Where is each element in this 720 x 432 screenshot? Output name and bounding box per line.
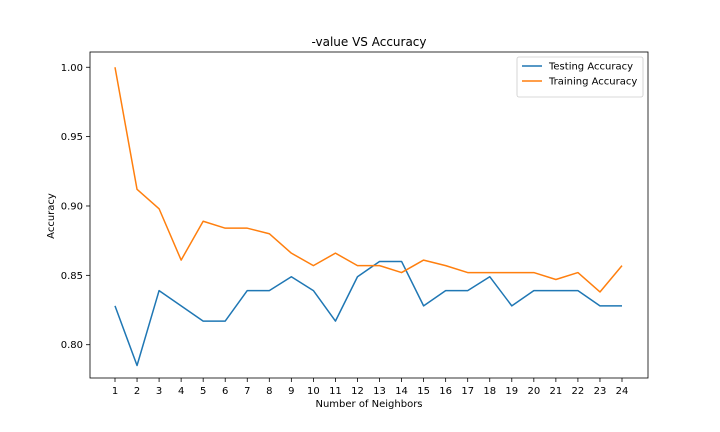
x-tick-label: 6 (222, 386, 228, 397)
x-tick-label: 8 (266, 386, 272, 397)
x-tick-label: 15 (417, 386, 430, 397)
training-accuracy-line (114, 67, 623, 293)
x-tick-label: 2 (134, 386, 140, 397)
y-tick-label: 0.80 (61, 340, 83, 351)
x-tick-label: 3 (156, 386, 162, 397)
y-axis-label: Accuracy (46, 193, 57, 239)
x-tick-label: 17 (461, 386, 474, 397)
y-tick-label: 0.90 (61, 201, 83, 212)
x-tick-label: 24 (616, 386, 629, 397)
x-tick-label: 23 (594, 386, 607, 397)
x-tick-label: 20 (527, 386, 540, 397)
y-tick-label: 0.85 (61, 271, 83, 282)
training-accuracy-legend-label: Training Accuracy (548, 77, 637, 88)
x-tick-label: 7 (244, 386, 250, 397)
x-tick-label: 19 (505, 386, 518, 397)
x-tick-label: 9 (288, 386, 294, 397)
y-tick-label: 1.00 (61, 63, 83, 74)
x-tick-label: 1 (112, 386, 118, 397)
x-tick-label: 11 (329, 386, 342, 397)
x-tick-label: 18 (483, 386, 496, 397)
y-tick-label: 0.95 (61, 132, 83, 143)
x-tick-label: 12 (351, 386, 364, 397)
testing-accuracy-line (114, 260, 622, 367)
x-tick-label: 5 (200, 386, 206, 397)
x-tick-label: 22 (572, 386, 585, 397)
x-tick-label: 14 (395, 386, 408, 397)
x-tick-label: 10 (307, 386, 320, 397)
x-tick-label: 13 (373, 386, 386, 397)
x-axis-label: Number of Neighbors (315, 399, 422, 410)
testing-accuracy-legend-label: Testing Accuracy (548, 62, 633, 73)
x-tick-label: 21 (550, 386, 563, 397)
chart-title: -value VS Accuracy (311, 35, 426, 49)
x-tick-label: 4 (178, 386, 184, 397)
legend: Testing Accuracy Training Accuracy (516, 56, 644, 98)
x-tick-label: 16 (439, 386, 452, 397)
plot-area: 1 2 3 4 5 6 7 8 9 10 11 12 13 14 15 16 17 18 19 20 21 22 23 240… (61, 51, 649, 397)
plot-frame (89, 51, 649, 379)
legend-box (516, 56, 644, 98)
